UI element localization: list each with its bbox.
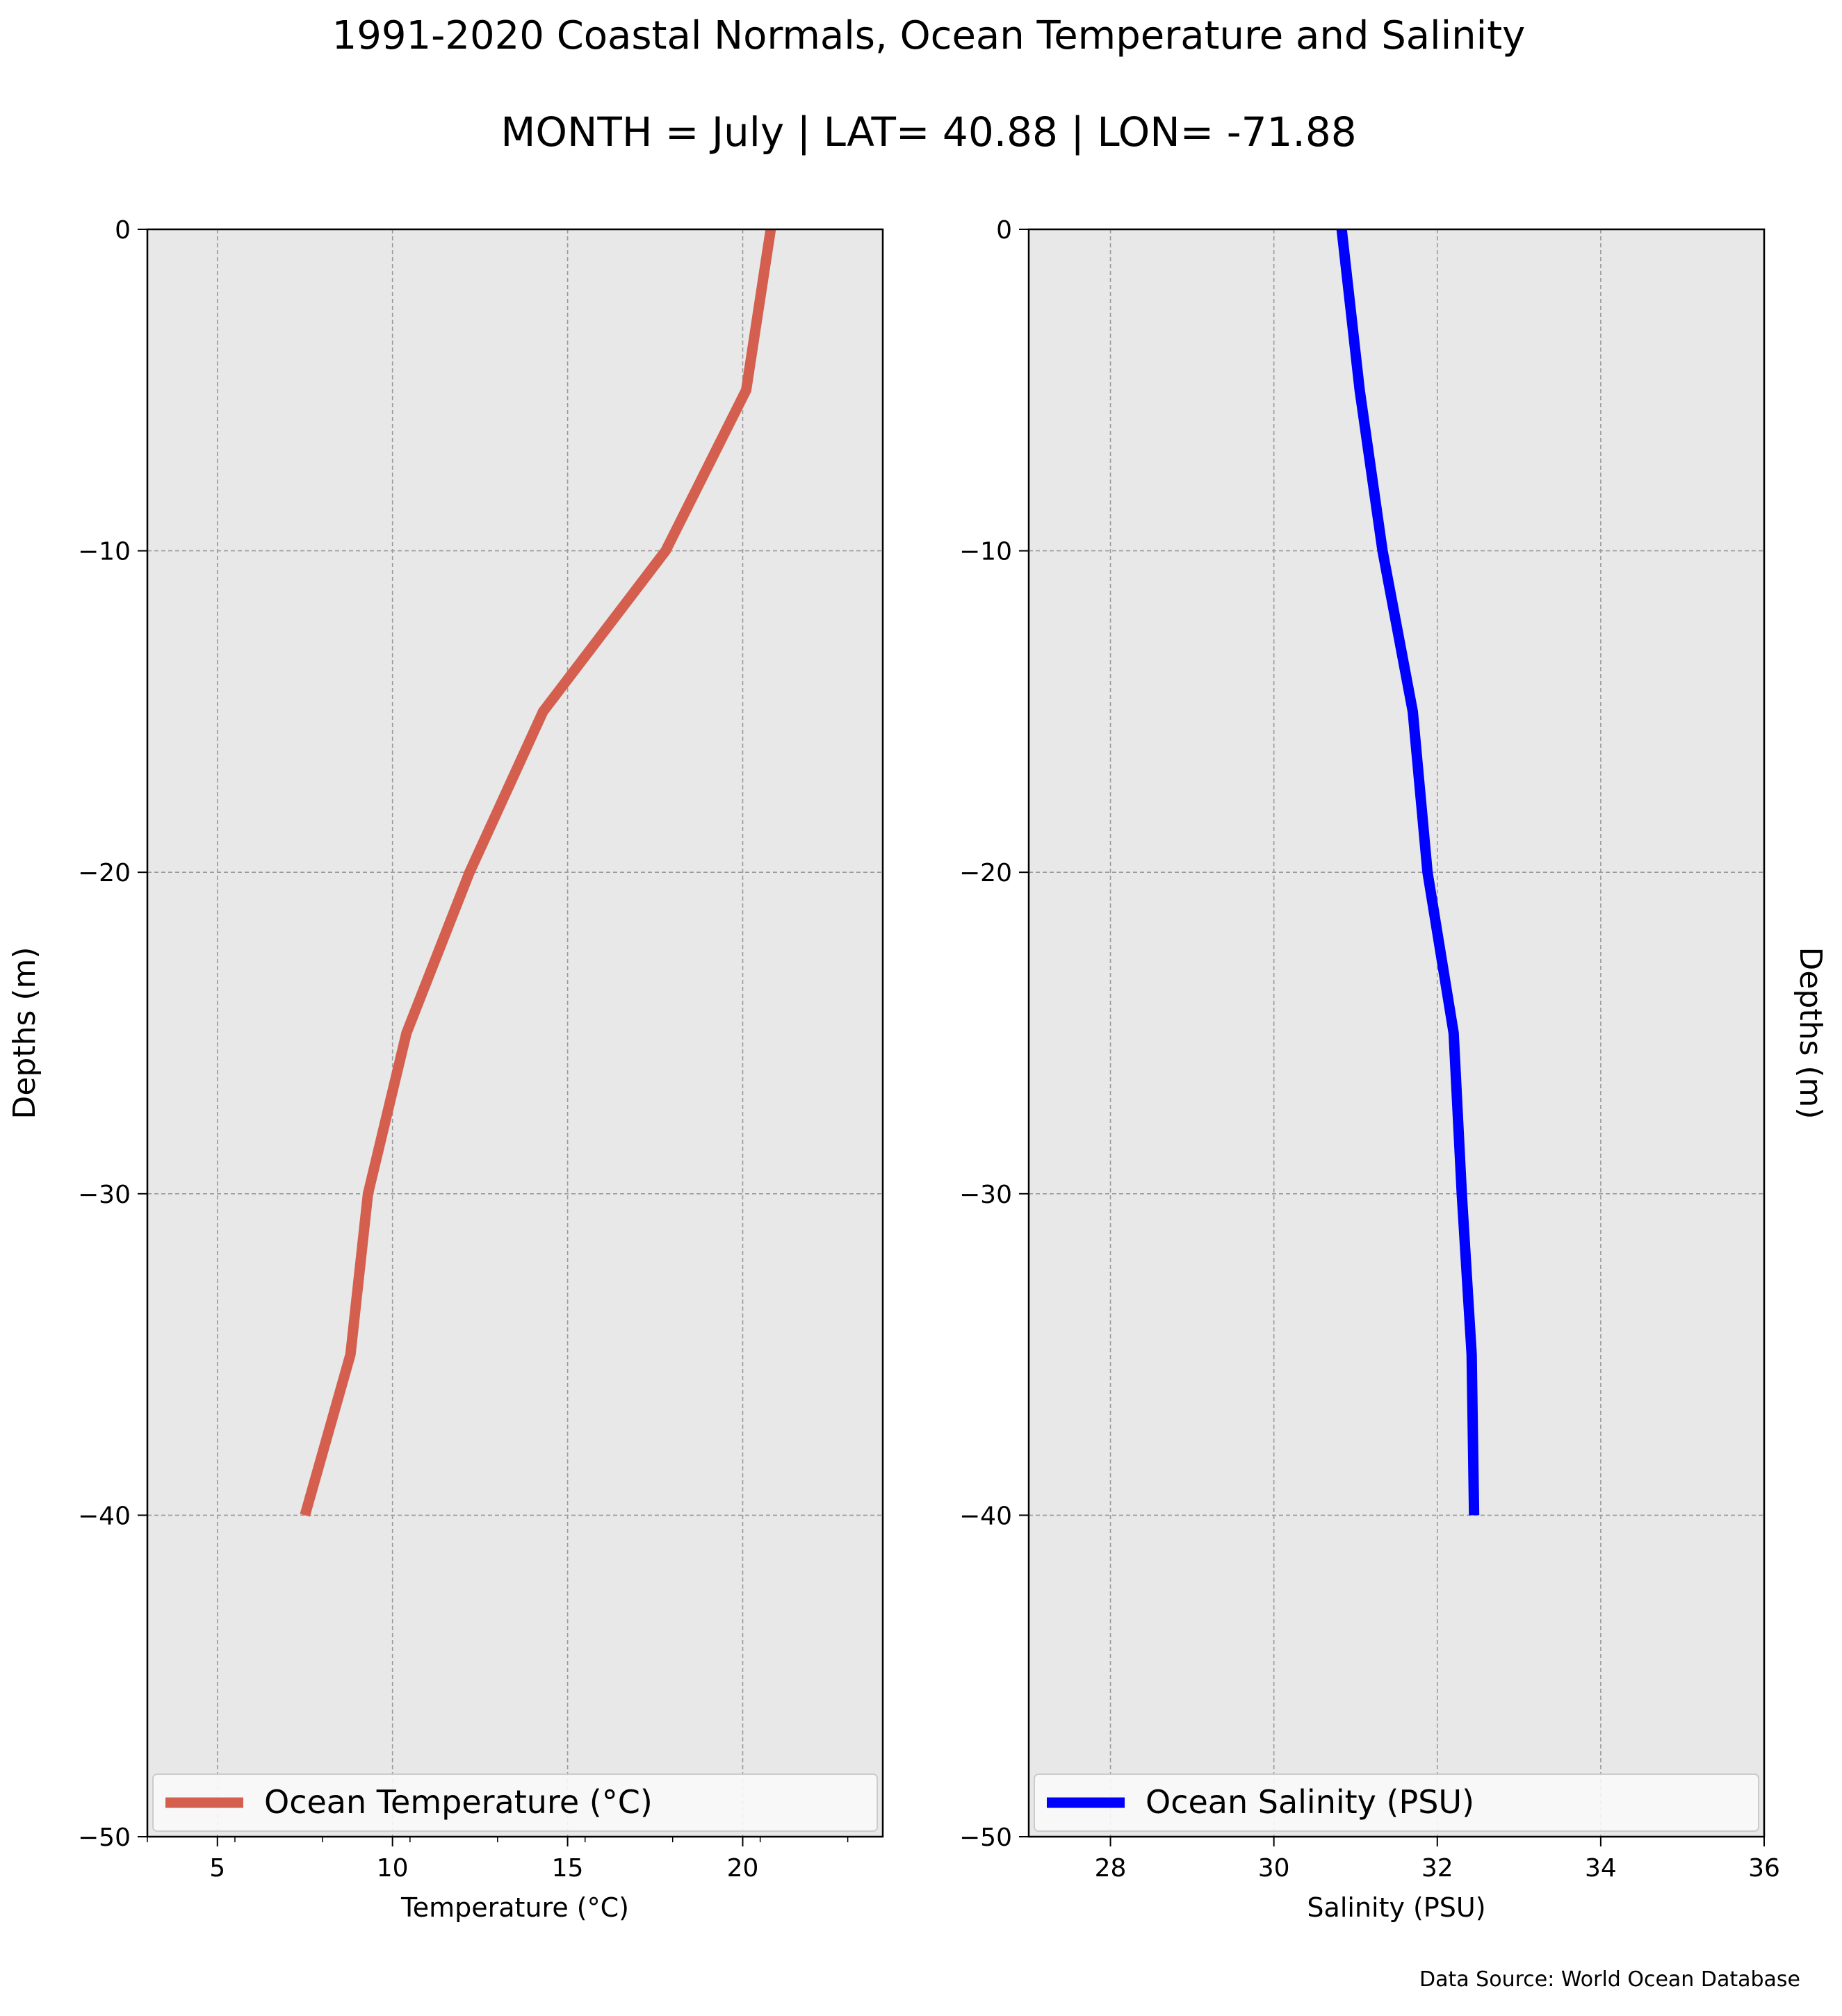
salinity-y-tick-label: −10 <box>959 538 1012 566</box>
temperature-x-tick-label: 15 <box>552 1854 584 1883</box>
temperature-x-axis-label: Temperature (°C) <box>400 1892 629 1923</box>
temperature-x-tick-label: 5 <box>209 1854 225 1883</box>
salinity-y-axis-label: Depths (m) <box>1793 946 1828 1119</box>
salinity-axes-frame <box>1027 228 1766 1838</box>
figure-subtitle: MONTH = July | LAT= 40.88 | LON= -71.88 <box>500 108 1356 156</box>
temperature-x-tick-label: 10 <box>377 1854 409 1883</box>
temperature-plot-area <box>147 229 883 1837</box>
salinity-legend-label: Ocean Salinity (PSU) <box>1146 1783 1474 1821</box>
temperature-legend <box>152 1773 878 1832</box>
salinity-x-tick-label: 32 <box>1421 1854 1453 1883</box>
temperature-axes-frame <box>146 228 884 1838</box>
salinity-y-tick-label: −40 <box>959 1502 1012 1530</box>
temperature-y-tick-label: −10 <box>78 538 131 566</box>
temperature-y-tick-label: 0 <box>115 216 131 245</box>
figure-title: 1991-2020 Coastal Normals, Ocean Tempera… <box>332 13 1526 58</box>
salinity-y-tick-label: 0 <box>996 216 1012 245</box>
salinity-x-tick-label: 36 <box>1748 1854 1780 1883</box>
temperature-y-tick-label: −40 <box>78 1502 131 1530</box>
salinity-y-tick-label: −30 <box>959 1181 1012 1209</box>
temperature-y-axis-label: Depths (m) <box>7 946 42 1119</box>
temperature-x-tick-label: 20 <box>727 1854 759 1883</box>
salinity-x-tick-label: 30 <box>1258 1854 1290 1883</box>
salinity-series-line <box>1336 229 1480 1516</box>
temperature-chart: 5 10 15 20 0 −10 −20 −30 −40 −50 Temperature (°C) D… <box>7 216 884 1923</box>
salinity-y-tick-label: −20 <box>959 859 1012 887</box>
salinity-x-axis-label: Salinity (PSU) <box>1307 1892 1485 1923</box>
temperature-legend-label: Ocean Temperature (°C) <box>264 1783 653 1821</box>
temperature-y-tick-label: −50 <box>78 1824 131 1852</box>
temperature-y-tick-label: −30 <box>78 1181 131 1209</box>
salinity-y-tick-label: −50 <box>959 1824 1012 1852</box>
salinity-chart: 28 30 32 34 36 0 −10 −20 −30 −40 −50 Salinity (PSU)… <box>959 216 1828 1923</box>
data-source-note: Data Source: World Ocean Database <box>1419 1967 1800 1992</box>
salinity-legend <box>1034 1773 1759 1832</box>
salinity-x-tick-label: 28 <box>1095 1854 1127 1883</box>
salinity-x-tick-label: 34 <box>1585 1854 1617 1883</box>
salinity-plot-area <box>1029 229 1764 1837</box>
temperature-y-tick-label: −20 <box>78 859 131 887</box>
